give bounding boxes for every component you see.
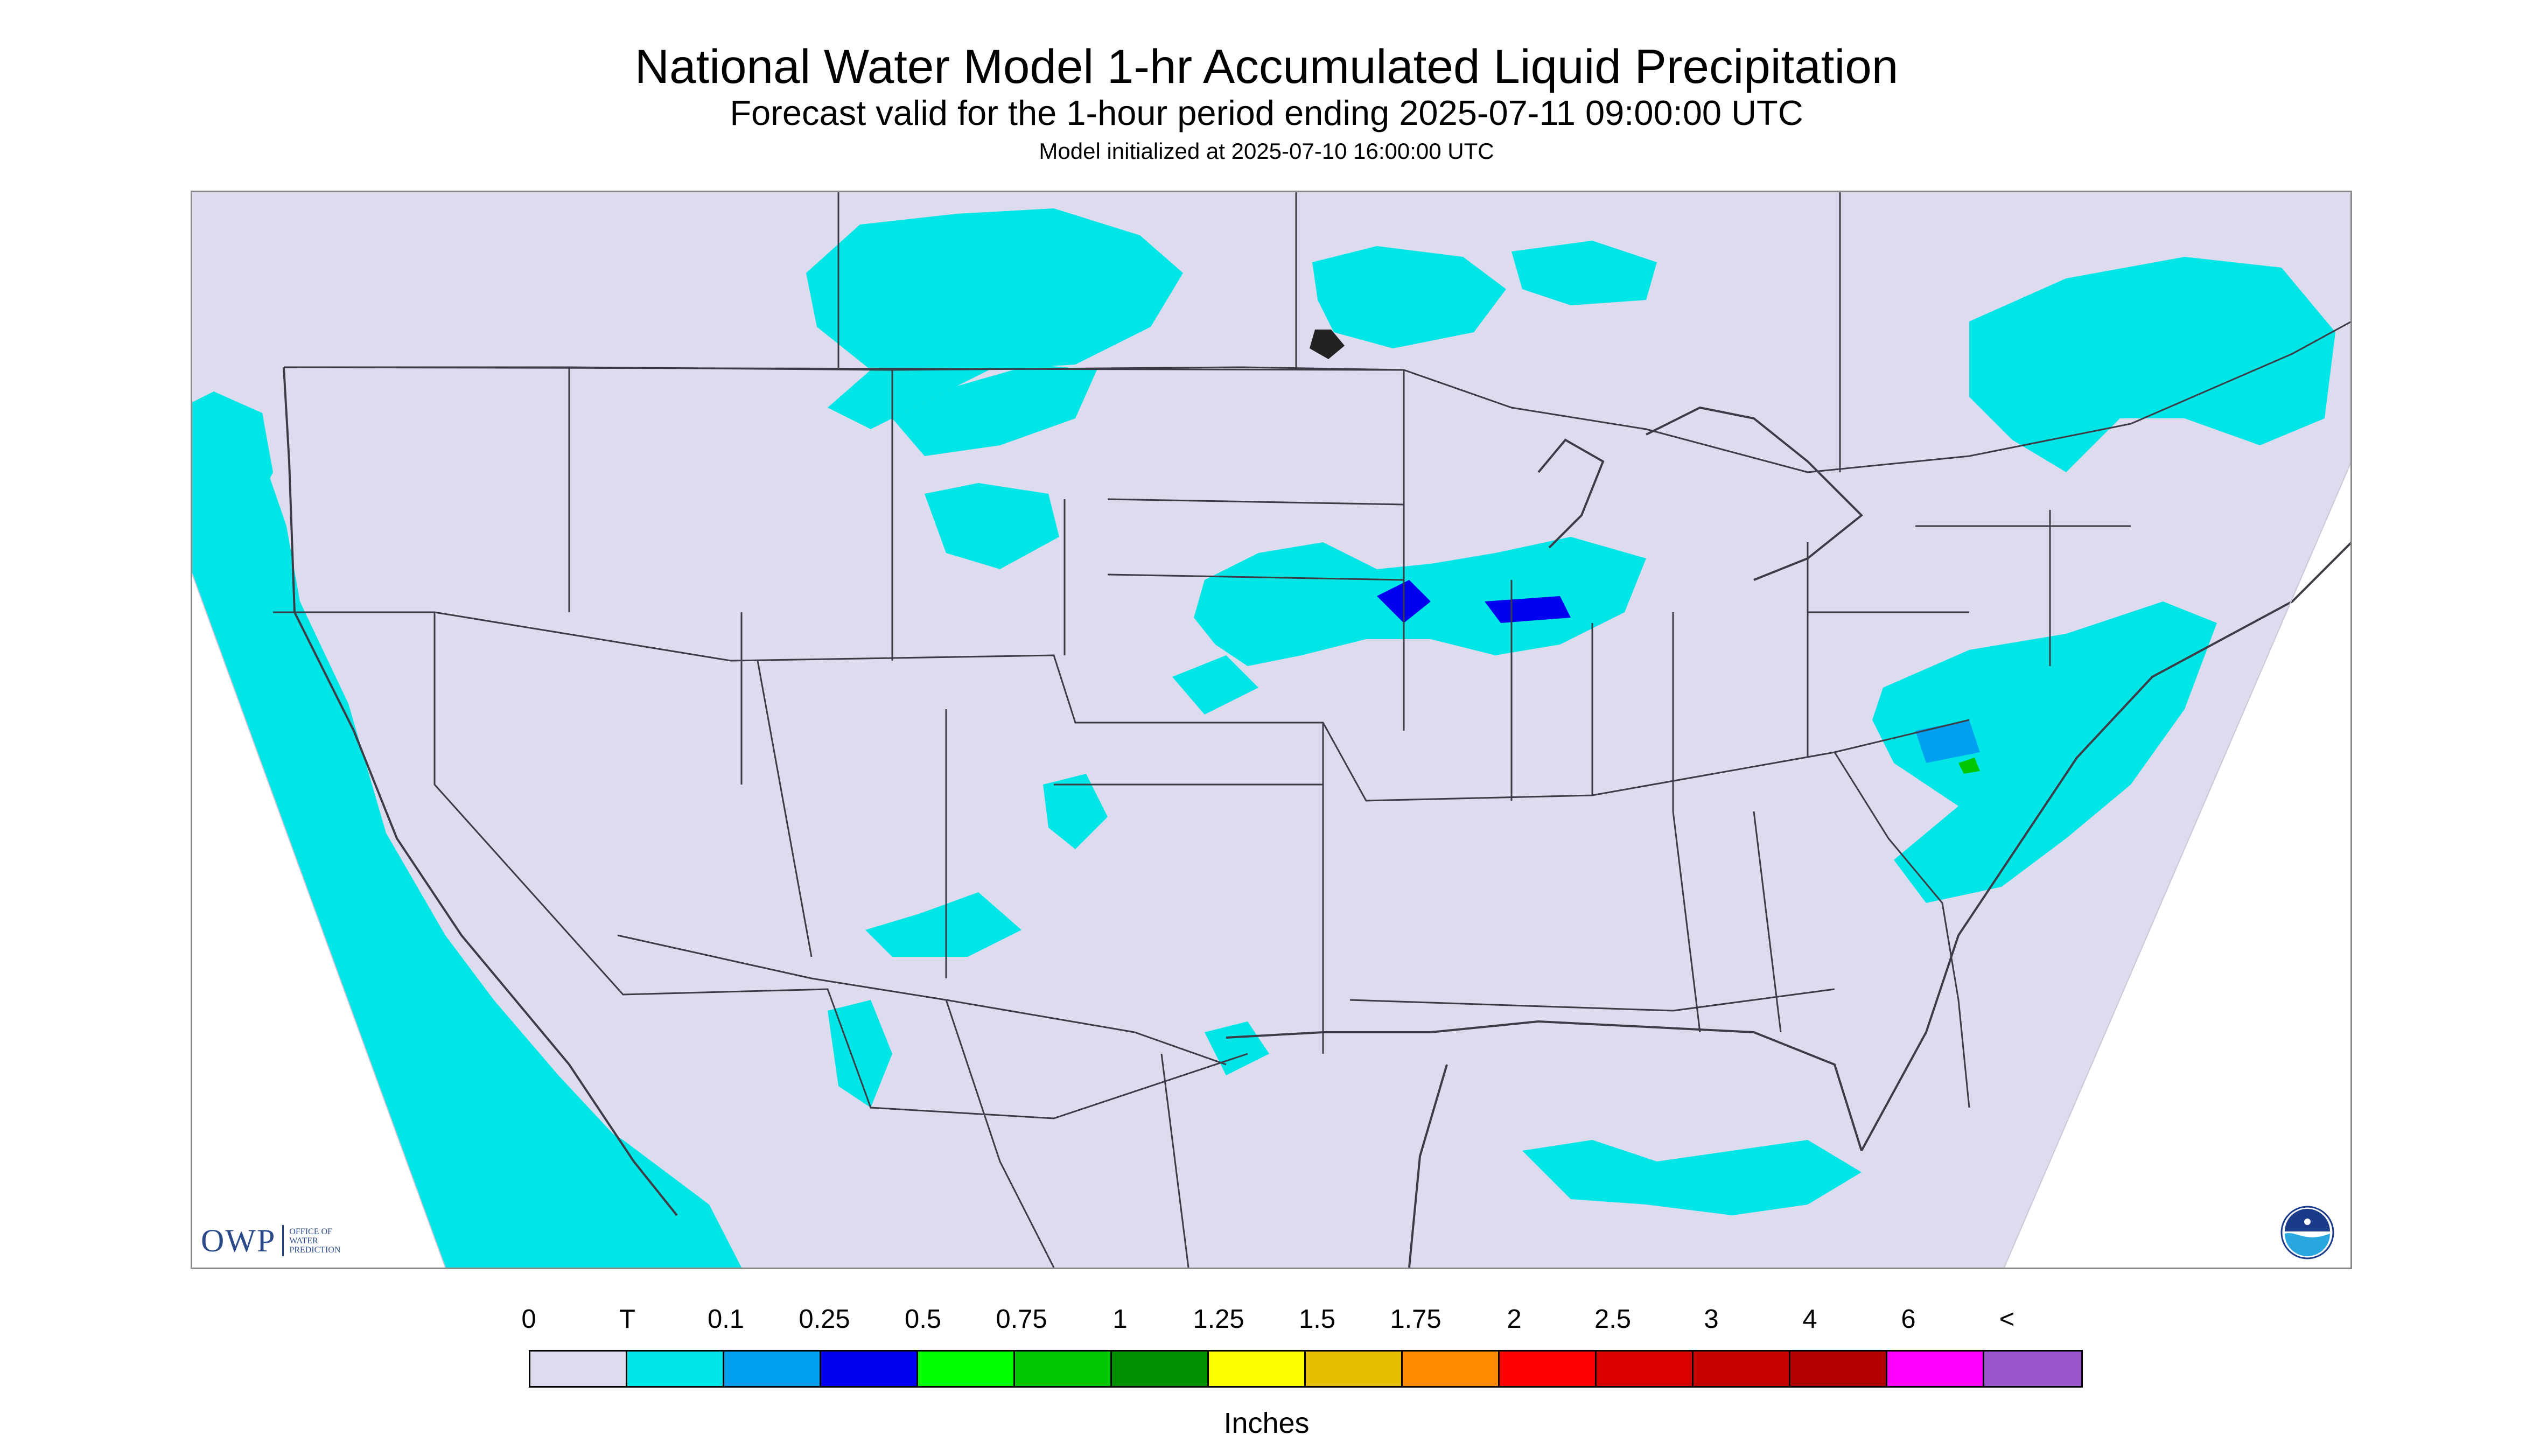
map-panel: OWP OFFICE OF WATER PREDICTION <box>191 191 2352 1269</box>
chart-title: National Water Model 1-hr Accumulated Li… <box>634 39 1899 93</box>
legend-tick-label: 0.75 <box>996 1305 1047 1334</box>
owp-logo-text: OFFICE OF WATER PREDICTION <box>289 1227 341 1255</box>
colorbar-swatch <box>1403 1352 1500 1386</box>
legend-tick-label: 0.1 <box>707 1305 745 1334</box>
legend-tick-label: T <box>619 1305 635 1334</box>
wyoming-trace <box>925 483 1059 569</box>
ontario-trace <box>1312 246 1506 348</box>
domain-edge-right <box>2004 462 2350 1268</box>
colorbar-swatch <box>530 1352 627 1386</box>
quebec-trace <box>1512 241 1657 305</box>
sw-trace <box>865 892 1021 957</box>
legend-tick-label: 1.5 <box>1298 1305 1336 1334</box>
gulf-south-trace <box>1522 1140 1862 1215</box>
legend-tick-label: 0.25 <box>799 1305 850 1334</box>
atlantic-heavy <box>1915 720 1980 763</box>
texas-mexico-trace <box>828 1000 892 1108</box>
colorbar-swatch <box>1887 1352 1984 1386</box>
legend-units: Inches <box>1223 1407 1310 1439</box>
owp-logo: OWP OFFICE OF WATER PREDICTION <box>201 1222 365 1259</box>
legend-tick-label: 2.5 <box>1594 1305 1632 1334</box>
colorbar-swatch <box>1500 1352 1597 1386</box>
colorbar <box>529 1350 2083 1388</box>
atlantic-green <box>1958 758 1980 774</box>
legend-tick-label: 1 <box>1112 1305 1128 1334</box>
owp-logo-divider <box>282 1225 284 1256</box>
precipitation-map <box>192 192 2350 1268</box>
lake-superior-dark <box>1310 330 1345 359</box>
nm-trace <box>1043 774 1108 849</box>
legend-tick-label: 6 <box>1901 1305 1916 1334</box>
kansas-trace <box>1172 655 1258 715</box>
noaa-emblem-icon <box>2280 1206 2334 1259</box>
atlantic-trace <box>1872 601 2217 903</box>
colorbar-swatch <box>1306 1352 1403 1386</box>
legend-tick-label: 1.75 <box>1390 1305 1442 1334</box>
legend-tick-label: 1.25 <box>1193 1305 1244 1334</box>
owp-logo-letters: OWP <box>201 1222 276 1258</box>
legend-tick-label: 2 <box>1507 1305 1522 1334</box>
canada-border <box>283 192 2350 473</box>
colorbar-swatch <box>1984 1352 2081 1386</box>
colorbar-swatch <box>627 1352 724 1386</box>
legend-tick-label: 4 <box>1802 1305 1817 1334</box>
colorbar-swatch <box>821 1352 918 1386</box>
midwest-heavy-2 <box>1485 596 1571 623</box>
legend-tick-label: 0.5 <box>904 1305 942 1334</box>
colorbar-swatch <box>1209 1352 1306 1386</box>
colorbar-swatch <box>1694 1352 1790 1386</box>
domain-edge <box>192 573 446 1268</box>
colorbar-swatch <box>1112 1352 1209 1386</box>
mexico-border <box>617 934 1227 1268</box>
colorbar-swatch <box>918 1352 1015 1386</box>
legend-tick-label: 0 <box>521 1305 536 1334</box>
state-borders <box>273 366 2131 1119</box>
legend-tick-label: < <box>1999 1305 2015 1334</box>
colorbar-swatch <box>724 1352 821 1386</box>
legend-tick-label: 3 <box>1704 1305 1719 1334</box>
chart-subtitle: Forecast valid for the 1-hour period end… <box>730 93 1803 132</box>
colorbar-swatch <box>1790 1352 1887 1386</box>
montana-trace <box>892 365 1097 456</box>
canada-trace-1 <box>806 208 1183 429</box>
northeast-trace <box>1969 257 2335 472</box>
pacific-trace-north <box>192 391 273 515</box>
colorbar-swatch <box>1015 1352 1112 1386</box>
colorbar-swatch <box>1597 1352 1694 1386</box>
model-init-line: Model initialized at 2025-07-10 16:00:00… <box>1039 138 1494 164</box>
map-domain <box>192 192 2350 1268</box>
coastlines <box>283 367 2350 1268</box>
